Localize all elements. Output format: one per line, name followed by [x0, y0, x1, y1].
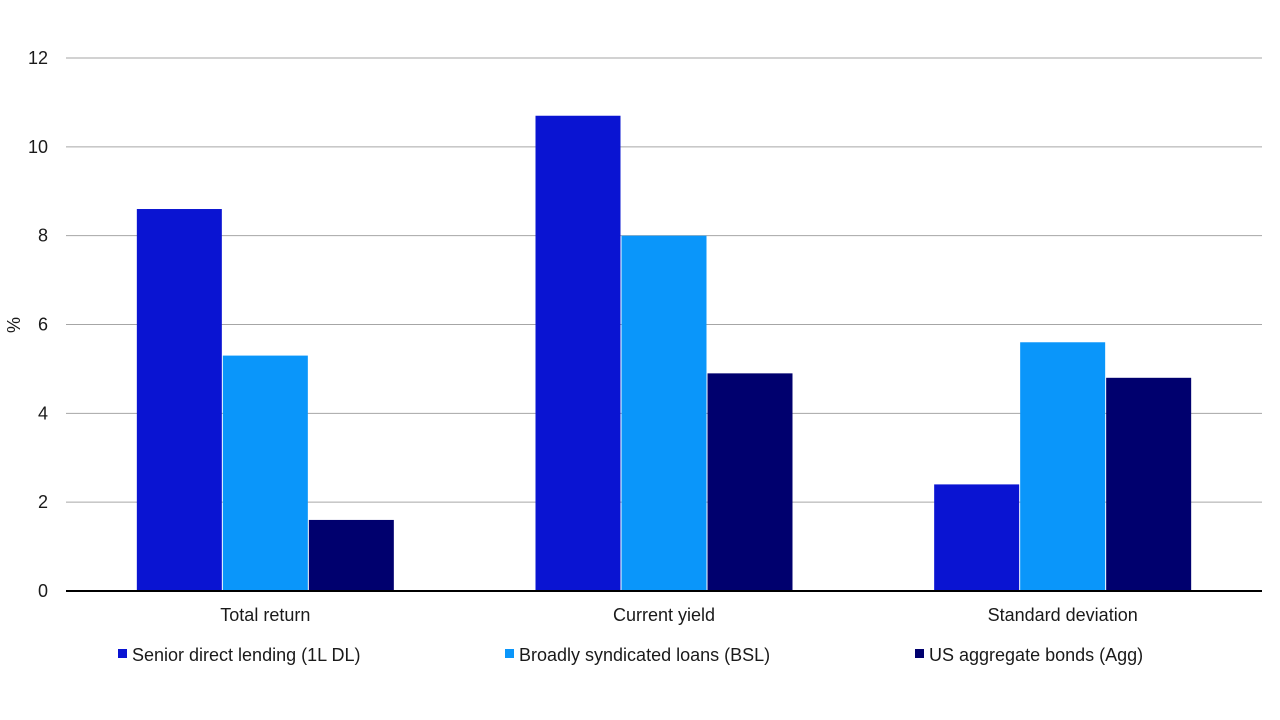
bar	[136, 209, 222, 591]
y-axis-title: %	[4, 317, 24, 333]
category-label: Total return	[220, 605, 310, 625]
bar	[535, 115, 621, 591]
y-tick-label: 6	[38, 315, 48, 335]
bars	[136, 115, 1192, 591]
legend-swatch	[505, 649, 514, 658]
bar	[308, 519, 394, 591]
legend-swatch	[118, 649, 127, 658]
y-tick-label: 0	[38, 581, 48, 601]
bar	[1106, 377, 1192, 591]
y-tick-label: 12	[28, 48, 48, 68]
y-axis-ticks: 0 2 4 6 8 10 12	[28, 48, 48, 601]
legend-swatch	[915, 649, 924, 658]
bar	[1020, 342, 1106, 591]
bar	[222, 355, 308, 591]
bar	[707, 373, 793, 591]
bar	[621, 235, 707, 591]
category-label: Standard deviation	[988, 605, 1138, 625]
y-tick-label: 4	[38, 403, 48, 423]
y-tick-label: 2	[38, 492, 48, 512]
legend-label: Senior direct lending (1L DL)	[132, 645, 360, 665]
bar	[934, 484, 1020, 591]
y-tick-label: 8	[38, 226, 48, 246]
legend-label: Broadly syndicated loans (BSL)	[519, 645, 770, 665]
category-label: Current yield	[613, 605, 715, 625]
legend: Senior direct lending (1L DL) Broadly syn…	[118, 645, 1143, 665]
legend-label: US aggregate bonds (Agg)	[929, 645, 1143, 665]
category-labels: Total return Current yield Standard deviat…	[220, 605, 1137, 625]
y-tick-label: 10	[28, 137, 48, 157]
